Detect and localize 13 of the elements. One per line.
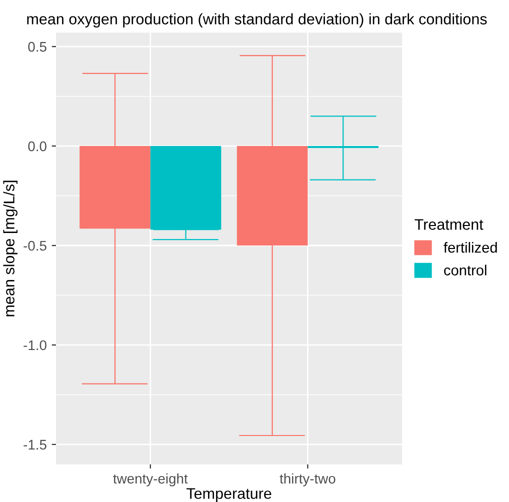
y-tick-label: 0.0	[28, 141, 46, 152]
y-axis-title: mean slope [mg/L/s]	[3, 180, 18, 316]
x-tick-label: twenty-eight	[113, 473, 188, 486]
y-tick-label: -0.5	[24, 240, 46, 251]
chart-title: mean oxygen production (with standard deviation) in dark conditions	[27, 13, 487, 28]
x-tick-label: thirty-two	[280, 473, 336, 486]
legend-label: fertilized	[444, 242, 497, 253]
x-axis-title: Temperature	[186, 488, 272, 502]
legend-label: control	[444, 264, 486, 276]
y-tick-label: -1.5	[24, 440, 46, 450]
y-tick-label: -1.0	[24, 340, 46, 350]
y-tick-label: 0.5	[28, 42, 46, 52]
legend-title: Treatment	[414, 219, 484, 230]
